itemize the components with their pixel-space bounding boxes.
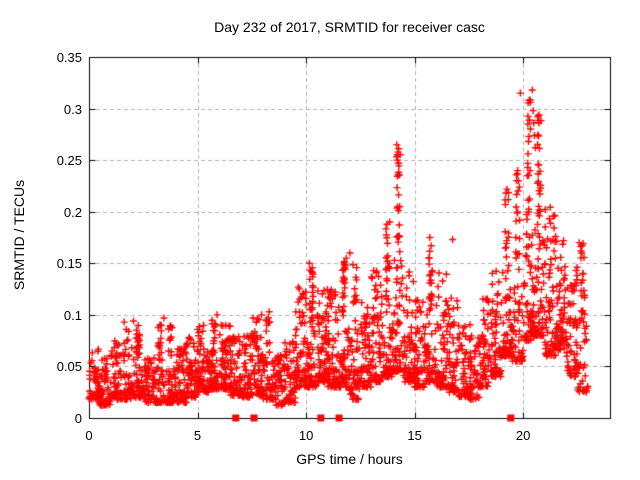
x-tick-label: 20: [515, 428, 531, 443]
y-axis-label: SRMTID / TECUs: [11, 179, 27, 291]
y-tick-label: 0.15: [56, 256, 82, 272]
y-tick-label: 0: [74, 411, 82, 426]
x-axis-label: GPS time / hours: [296, 451, 403, 467]
y-tick-label: 0.1: [63, 307, 82, 323]
chart-title: Day 232 of 2017, SRMTID for receiver cas…: [214, 19, 485, 35]
y-tick-label: 0.3: [63, 101, 82, 117]
y-tick-label: 0.2: [63, 204, 82, 220]
x-tick-label: 5: [193, 428, 202, 443]
y-tick-label: 0.05: [56, 359, 82, 375]
y-tick-label: 0.25: [56, 153, 82, 169]
x-tick-label: 0: [85, 428, 93, 443]
x-tick-label: 10: [298, 428, 314, 443]
x-tick-label: 15: [407, 428, 422, 443]
y-tick-label: 0.35: [56, 50, 82, 65]
